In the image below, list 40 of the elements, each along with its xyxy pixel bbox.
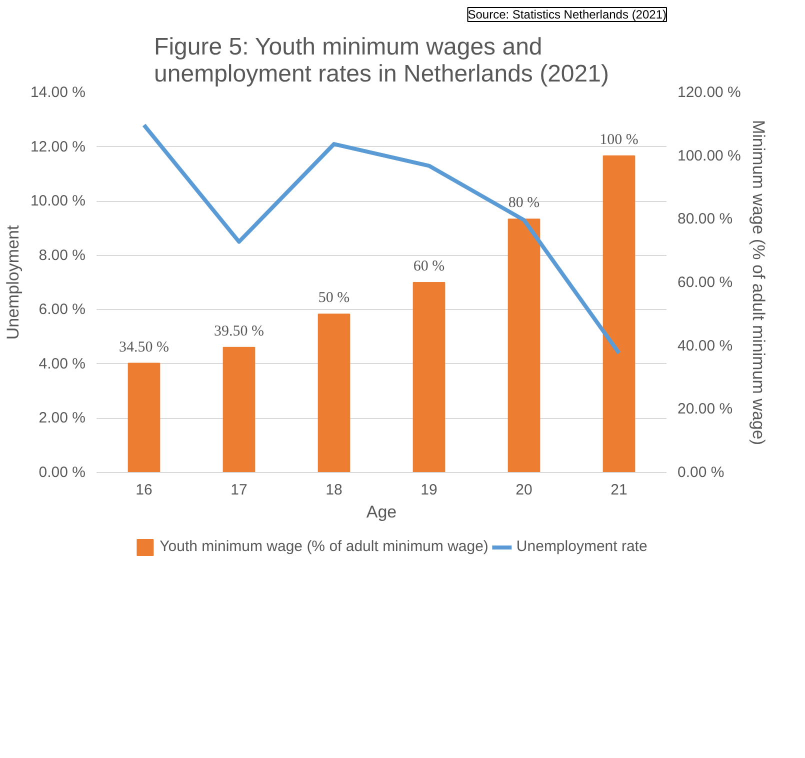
y-tick-label: 0.00 % xyxy=(38,464,86,481)
x-tick-label: 21 xyxy=(610,482,628,498)
y-tick-label: 4.00 % xyxy=(38,355,86,372)
y2-tick-label: 60.00 % xyxy=(678,274,733,291)
y2-tick-label: 120.00 % xyxy=(678,84,741,101)
y-tick-label: 10.00 % xyxy=(30,192,86,210)
data-label: 50 % xyxy=(318,290,350,306)
bar xyxy=(128,362,160,472)
legend-label: Youth minimum wage (% of adult minimum wage) xyxy=(160,538,488,555)
bar xyxy=(508,218,540,472)
chart-title: Figure 5: Youth minimum wages and unemployment rates in Netherlands (2021) xyxy=(154,34,609,88)
source-note: Source: Statistics Netherlands (2021) xyxy=(468,8,667,22)
bar xyxy=(412,282,446,472)
y-axis-title: Unemployment xyxy=(3,225,22,340)
y-tick-label: 6.00 % xyxy=(38,301,86,318)
y2-tick-label: 40.00 % xyxy=(678,337,733,354)
data-label: 39.50 % xyxy=(214,323,264,340)
x-tick-label: 17 xyxy=(230,482,248,498)
y-tick-label: 8.00 % xyxy=(38,246,86,264)
data-label: 100 % xyxy=(600,132,638,148)
y2-tick-label: 100.00 % xyxy=(678,147,741,164)
x-tick-label: 20 xyxy=(516,482,532,498)
x-axis-title: Age xyxy=(366,502,397,522)
y2-tick-label: 80.00 % xyxy=(678,210,733,228)
data-label: 60 % xyxy=(413,258,445,274)
y2-tick-label: 20.00 % xyxy=(678,400,733,418)
x-tick-label: 18 xyxy=(326,482,342,498)
y-tick-label: 12.00 % xyxy=(30,138,86,156)
legend-label: Unemployment rate xyxy=(516,538,648,555)
data-label: 34.50 % xyxy=(119,339,169,356)
y2-tick-label: 0.00 % xyxy=(678,464,724,481)
bar xyxy=(602,155,636,472)
data-label: 80 % xyxy=(508,195,540,212)
y-tick-label: 14.00 % xyxy=(30,84,86,101)
x-tick-label: 16 xyxy=(136,482,152,498)
bar xyxy=(222,346,256,472)
x-tick-label: 19 xyxy=(420,482,438,498)
y-tick-label: 2.00 % xyxy=(38,410,86,427)
bar xyxy=(318,314,350,472)
y2-axis-title: Minimum wage (% of adult minimum wage) xyxy=(748,120,768,446)
